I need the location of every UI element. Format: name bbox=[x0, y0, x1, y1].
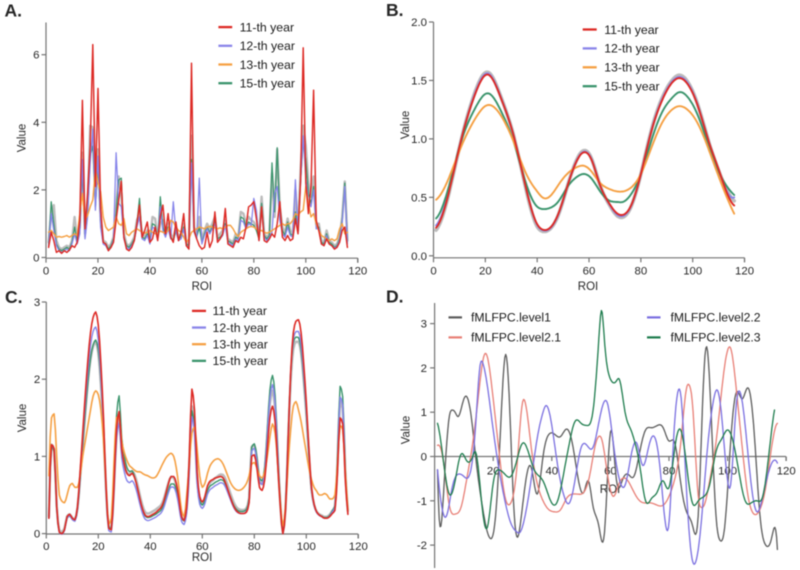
svg-text:2.0: 2.0 bbox=[411, 17, 427, 29]
svg-text:-2: -2 bbox=[417, 540, 427, 552]
svg-text:0: 0 bbox=[34, 529, 40, 541]
svg-text:fMLFPC.level2.3: fMLFPC.level2.3 bbox=[671, 331, 761, 345]
svg-text:D.: D. bbox=[386, 287, 404, 307]
svg-text:120: 120 bbox=[735, 266, 754, 278]
svg-text:20: 20 bbox=[487, 466, 500, 478]
svg-text:40: 40 bbox=[144, 541, 157, 553]
svg-text:Value: Value bbox=[17, 124, 29, 153]
svg-text:12-th year: 12-th year bbox=[213, 321, 268, 335]
svg-text:120: 120 bbox=[348, 266, 367, 278]
svg-text:15-th year: 15-th year bbox=[604, 80, 659, 94]
svg-text:11-th year: 11-th year bbox=[213, 304, 267, 318]
svg-text:C.: C. bbox=[5, 287, 23, 307]
svg-text:60: 60 bbox=[196, 541, 209, 553]
svg-text:ROI: ROI bbox=[578, 281, 598, 293]
svg-text:20: 20 bbox=[479, 266, 492, 278]
svg-text:Value: Value bbox=[400, 111, 412, 140]
svg-text:0.0: 0.0 bbox=[411, 251, 427, 263]
svg-text:80: 80 bbox=[635, 266, 648, 278]
svg-text:11-th year: 11-th year bbox=[240, 20, 294, 34]
svg-text:60: 60 bbox=[196, 266, 209, 278]
svg-text:Value: Value bbox=[17, 404, 29, 433]
svg-text:0: 0 bbox=[33, 253, 39, 265]
svg-text:0: 0 bbox=[43, 266, 49, 278]
svg-text:0: 0 bbox=[430, 266, 436, 278]
svg-text:15-th year: 15-th year bbox=[240, 77, 295, 91]
svg-text:fMLFPC.level1: fMLFPC.level1 bbox=[471, 311, 551, 325]
svg-text:40: 40 bbox=[144, 266, 157, 278]
svg-text:3: 3 bbox=[421, 319, 427, 331]
svg-text:2: 2 bbox=[34, 374, 40, 386]
svg-text:120: 120 bbox=[777, 466, 796, 478]
svg-text:fMLFPC.level2.1: fMLFPC.level2.1 bbox=[471, 331, 561, 345]
svg-text:Value: Value bbox=[401, 416, 413, 445]
svg-text:12-th year: 12-th year bbox=[240, 39, 295, 53]
svg-text:1.5: 1.5 bbox=[411, 75, 427, 87]
svg-text:13-th year: 13-th year bbox=[240, 58, 295, 72]
svg-text:15-th year: 15-th year bbox=[213, 354, 268, 368]
svg-text:-1: -1 bbox=[417, 496, 427, 508]
svg-text:ROI: ROI bbox=[192, 552, 212, 564]
svg-text:A.: A. bbox=[5, 1, 23, 21]
svg-text:20: 20 bbox=[92, 266, 105, 278]
svg-text:11-th year: 11-th year bbox=[604, 23, 658, 37]
svg-text:12-th year: 12-th year bbox=[604, 42, 659, 56]
svg-text:120: 120 bbox=[349, 541, 368, 553]
svg-text:100: 100 bbox=[297, 541, 316, 553]
svg-text:40: 40 bbox=[545, 466, 558, 478]
svg-text:13-th year: 13-th year bbox=[213, 338, 268, 352]
svg-text:4: 4 bbox=[33, 117, 39, 129]
svg-text:0: 0 bbox=[421, 452, 427, 464]
svg-text:40: 40 bbox=[531, 266, 544, 278]
svg-text:80: 80 bbox=[248, 541, 261, 553]
svg-text:100: 100 bbox=[296, 266, 315, 278]
svg-text:20: 20 bbox=[92, 541, 105, 553]
svg-text:80: 80 bbox=[248, 266, 261, 278]
svg-text:1.0: 1.0 bbox=[411, 134, 427, 146]
svg-text:ROI: ROI bbox=[192, 281, 212, 293]
svg-text:0: 0 bbox=[43, 541, 49, 553]
svg-text:100: 100 bbox=[683, 266, 702, 278]
svg-text:60: 60 bbox=[583, 266, 596, 278]
svg-text:0.5: 0.5 bbox=[411, 192, 427, 204]
svg-text:2: 2 bbox=[421, 363, 427, 375]
svg-text:1: 1 bbox=[421, 407, 427, 419]
svg-text:1: 1 bbox=[34, 451, 40, 463]
svg-text:80: 80 bbox=[663, 466, 676, 478]
svg-text:6: 6 bbox=[33, 50, 39, 62]
svg-text:3: 3 bbox=[34, 297, 40, 309]
svg-text:2: 2 bbox=[33, 185, 39, 197]
svg-text:B.: B. bbox=[386, 0, 404, 20]
svg-text:fMLFPC.level2.2: fMLFPC.level2.2 bbox=[671, 311, 761, 325]
svg-text:13-th year: 13-th year bbox=[604, 61, 659, 75]
